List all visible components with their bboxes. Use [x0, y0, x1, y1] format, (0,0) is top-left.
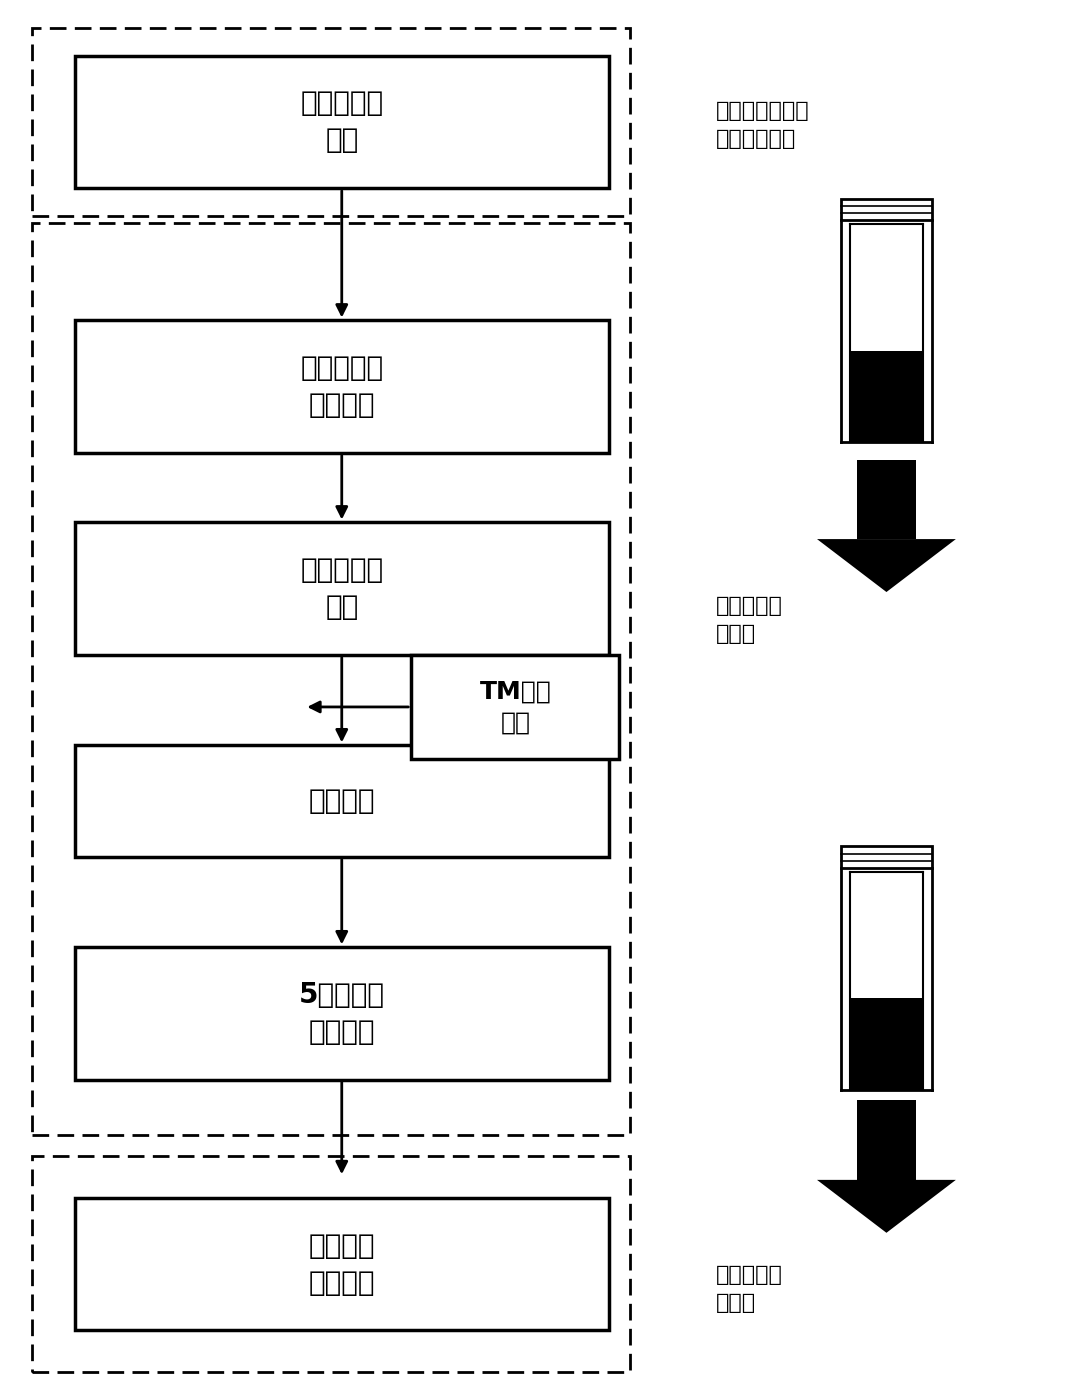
Text: 单一时段、低空
间分辨率数据: 单一时段、低空 间分辨率数据: [716, 102, 810, 149]
Text: 高分辨率时
空数据: 高分辨率时 空数据: [716, 1265, 783, 1312]
Bar: [75, 1198, 609, 1330]
Polygon shape: [817, 539, 956, 592]
Bar: [32, 28, 630, 216]
Text: 高分辨率
样点数据: 高分辨率 样点数据: [309, 1231, 375, 1297]
Bar: [75, 745, 609, 857]
Bar: [32, 1156, 630, 1372]
Bar: [850, 872, 923, 1089]
Bar: [850, 224, 923, 443]
Bar: [842, 198, 931, 220]
Bar: [32, 223, 630, 1135]
Bar: [75, 522, 609, 655]
Text: TM影像
数据: TM影像 数据: [480, 680, 551, 734]
Bar: [411, 655, 619, 759]
Bar: [850, 999, 923, 1089]
Bar: [75, 320, 609, 453]
Text: 已知样本点
数据: 已知样本点 数据: [300, 89, 383, 155]
Bar: [857, 460, 915, 539]
Text: 5倍样本点
的采样点: 5倍样本点 的采样点: [299, 981, 384, 1046]
Bar: [850, 351, 923, 443]
Polygon shape: [817, 1180, 956, 1233]
Bar: [857, 1100, 915, 1180]
Bar: [75, 947, 609, 1080]
Bar: [75, 56, 609, 188]
Bar: [842, 847, 931, 868]
Text: 硝化反硝化
模型模拟: 硝化反硝化 模型模拟: [300, 354, 383, 419]
Text: 多源数据辅
助分析: 多源数据辅 助分析: [716, 596, 783, 644]
Text: 参照样本点
数据: 参照样本点 数据: [300, 556, 383, 621]
Text: 反演分析: 反演分析: [309, 787, 375, 815]
